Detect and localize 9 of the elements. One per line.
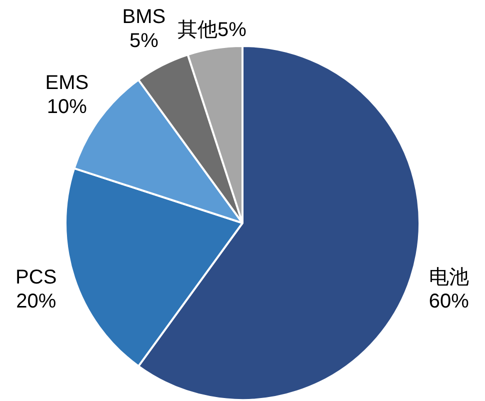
data-label: 5% xyxy=(130,30,159,52)
data-label: 10% xyxy=(46,96,88,118)
data-label: 20% xyxy=(16,290,56,313)
slice-label: EMS xyxy=(45,72,89,94)
slice-label: 电池 xyxy=(428,266,469,289)
slice-label: BMS xyxy=(122,6,166,28)
slice-label: PCS xyxy=(16,266,57,289)
slice-label: 其他5% xyxy=(178,18,247,41)
data-label: 60% xyxy=(428,290,470,313)
